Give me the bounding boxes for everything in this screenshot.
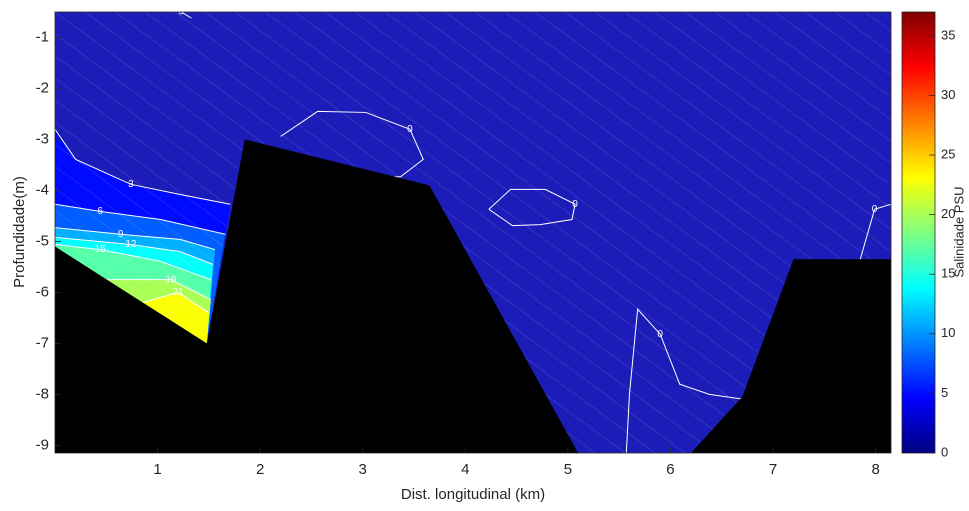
mesh-line [204, 12, 806, 453]
contour-label: 0 [657, 329, 663, 340]
contour-line [180, 12, 192, 19]
contour-label: 0 [872, 204, 878, 215]
mesh-line [234, 12, 836, 453]
colorbar-tick-label: 25 [941, 146, 955, 161]
contour-label: 12 [125, 239, 137, 250]
colorbar-label: Salinidade PSU [951, 186, 966, 277]
colorbar-tick-label: 35 [941, 27, 955, 42]
contour-line [55, 128, 231, 205]
contour-label: 15 [95, 244, 107, 255]
colorbar-tick-label: 20 [941, 206, 955, 221]
contour-line [106, 279, 212, 300]
contour-line [55, 227, 216, 251]
colorbar-tick-label: 10 [941, 325, 955, 340]
mesh-line [594, 12, 891, 230]
contour-line [142, 291, 210, 314]
contour-line [859, 203, 891, 260]
mesh-line [624, 12, 891, 208]
x-tick-label: 8 [871, 461, 879, 478]
mesh-line [414, 12, 891, 363]
contour-label: 9 [118, 229, 124, 240]
mesh-line [774, 12, 891, 98]
y-tick-label: -7 [36, 334, 49, 351]
contour-label: 21 [173, 287, 185, 298]
mesh-line [654, 12, 891, 186]
terrain [55, 139, 891, 453]
x-tick-label: 4 [461, 461, 469, 478]
contour-label: 18 [165, 274, 177, 285]
colorbar-tick-label: 5 [941, 385, 948, 400]
contour-label: 0 [178, 7, 184, 18]
plot-area: 0 0 0 0 0 3 6 912 15 18 21 [55, 7, 891, 453]
contour-label: 3 [128, 179, 134, 190]
contour-fill [55, 246, 209, 344]
mesh-line [474, 12, 891, 319]
x-tick-label: 6 [666, 461, 674, 478]
contour-label: 0 [407, 124, 413, 135]
x-tick-label: 1 [153, 461, 161, 478]
y-tick-label: -4 [36, 181, 49, 198]
y-axis-label: Profundidade(m) [11, 176, 28, 288]
colorbar-tick-label: 0 [941, 444, 948, 459]
x-tick-label: 3 [359, 461, 367, 478]
y-tick-label: -3 [36, 130, 49, 147]
contour-line [488, 188, 576, 227]
contour-line [280, 110, 424, 179]
colorbar-tick-label: 30 [941, 87, 955, 102]
y-tick-label: -1 [36, 28, 49, 45]
y-tick-label: -9 [36, 436, 49, 453]
mesh-line [684, 12, 891, 164]
x-tick-label: 7 [769, 461, 777, 478]
x-tick-label: 5 [564, 461, 572, 478]
contour-line [625, 308, 746, 453]
contour-line [55, 236, 214, 265]
contour-label: 6 [97, 206, 103, 217]
mesh-line [564, 12, 891, 252]
colorbar [901, 11, 936, 454]
mesh-line [504, 12, 891, 297]
mesh-line [714, 12, 891, 142]
x-tick-label: 2 [256, 461, 264, 478]
contour-line [55, 203, 226, 235]
mesh-line [444, 12, 891, 341]
mesh-line [744, 12, 891, 120]
mesh-line [174, 12, 776, 453]
y-tick-label: -6 [36, 283, 49, 300]
axes-box [54, 11, 892, 454]
contour-label: 0 [572, 199, 578, 210]
contour-line [55, 243, 212, 281]
y-tick-label: -8 [36, 385, 49, 402]
colorbar-tick-label: 15 [941, 266, 955, 281]
y-tick-label: -2 [36, 79, 49, 96]
y-tick-label: -5 [36, 232, 49, 249]
mesh-line [534, 12, 891, 275]
x-axis-label: Dist. longitudinal (km) [401, 486, 545, 503]
